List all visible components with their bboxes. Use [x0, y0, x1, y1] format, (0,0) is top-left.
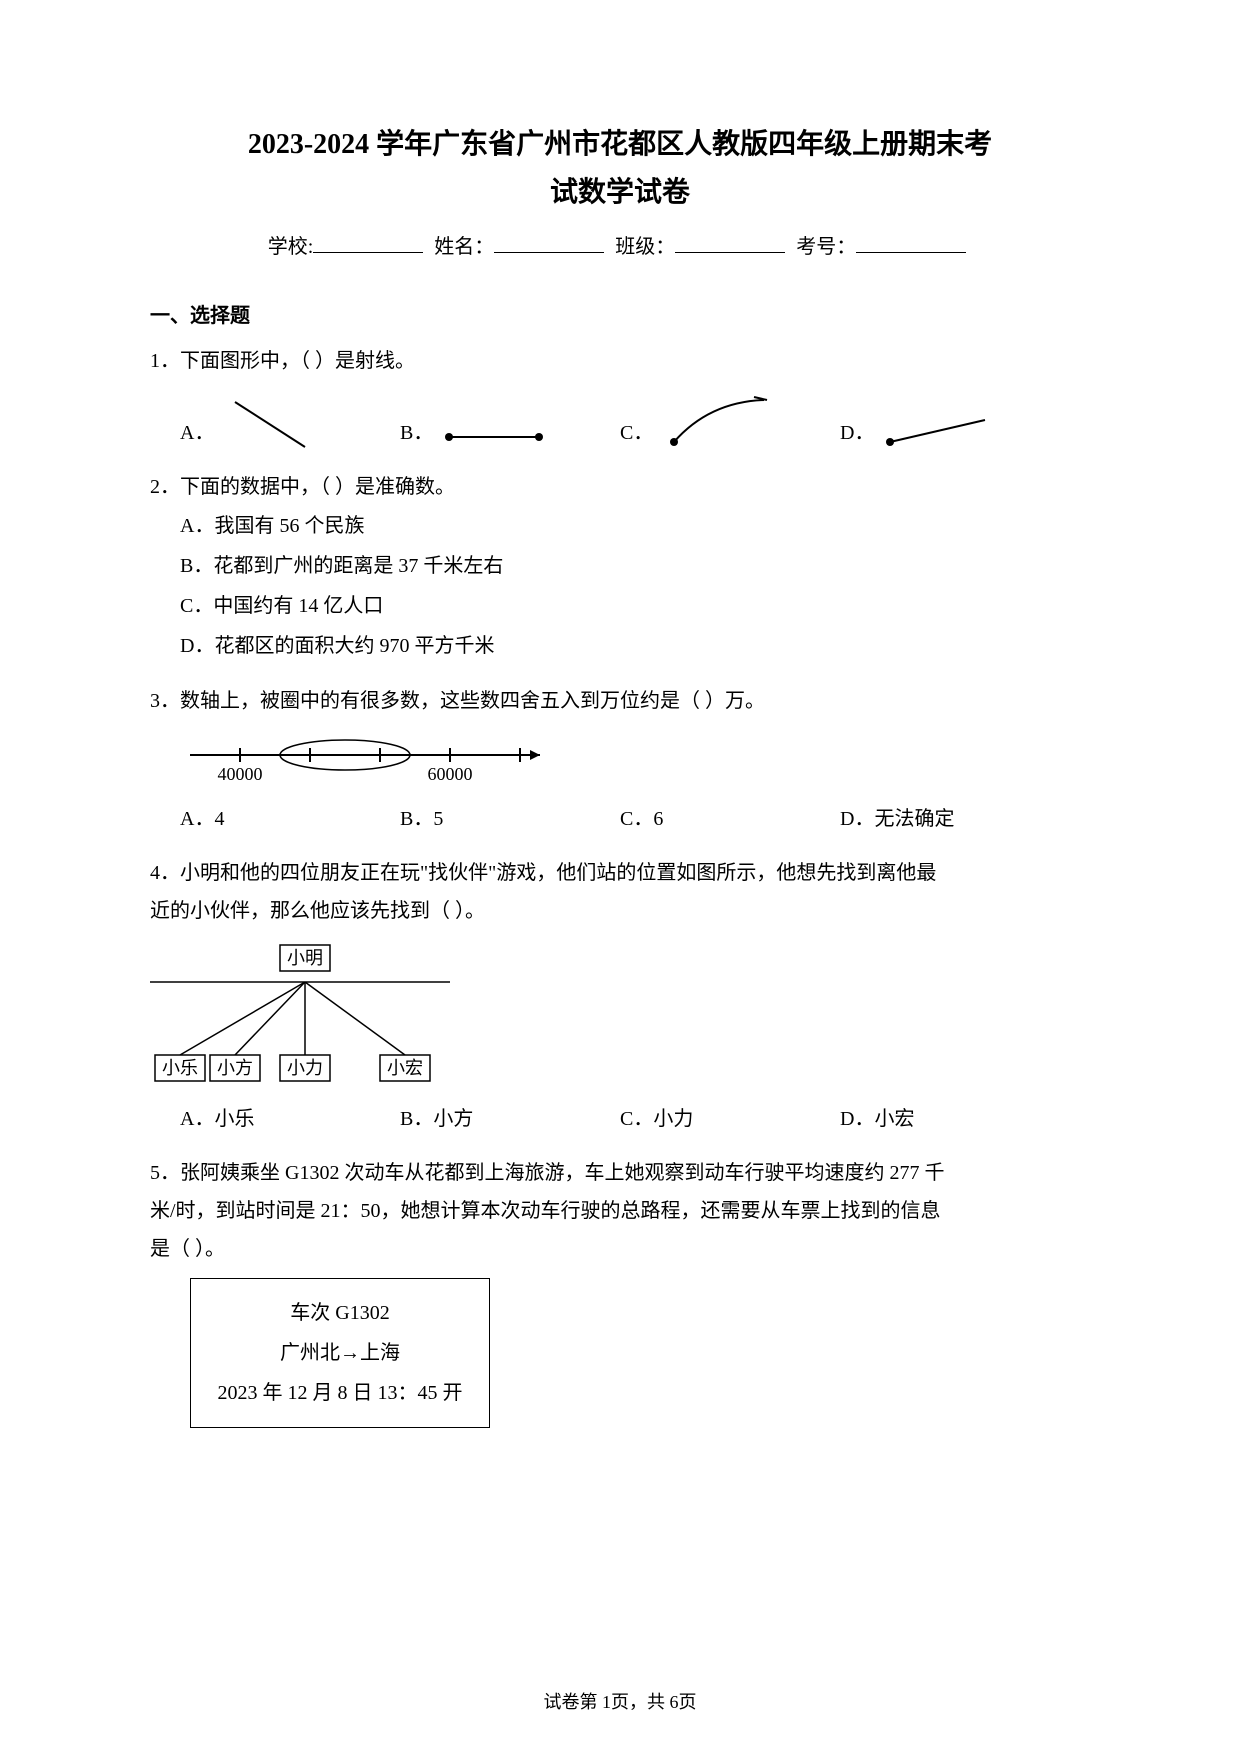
q1-figure-C — [659, 392, 779, 452]
q4-option-A[interactable]: A．小乐 — [180, 1100, 400, 1138]
q1-label-C: C． — [620, 414, 653, 452]
examno-label: 考号： — [796, 236, 856, 258]
question-3: 3．数轴上，被圈中的有很多数，这些数四舍五入到万位约是（ ）万。 40000 6… — [150, 682, 1090, 838]
svg-text:小乐: 小乐 — [162, 1058, 198, 1078]
ticket-depart: 2023 年 12 月 8 日 13：45 开 — [201, 1373, 479, 1413]
class-label: 班级： — [615, 236, 675, 258]
q4-option-C[interactable]: C．小力 — [620, 1100, 840, 1138]
q1-figure-D — [880, 412, 1000, 452]
q1-option-C[interactable]: C． — [620, 392, 840, 452]
q3-option-B[interactable]: B．5 — [400, 800, 620, 838]
q2-option-C[interactable]: C．中国约有 14 亿人口 — [180, 586, 1090, 626]
question-1: 1．下面图形中，（ ）是射线。 A． B． C． D． — [150, 342, 1090, 452]
q3-stem: 3．数轴上，被圈中的有很多数，这些数四舍五入到万位约是（ ）万。 — [150, 682, 1090, 720]
q4-options: A．小乐 B．小方 C．小力 D．小宏 — [180, 1100, 1090, 1138]
q1-figure-B — [439, 422, 559, 452]
question-2: 2．下面的数据中，（ ）是准确数。 A．我国有 56 个民族 B．花都到广州的距… — [150, 468, 1090, 666]
q5-stem-3: 是（ ）。 — [150, 1230, 1090, 1268]
examno-blank[interactable] — [856, 252, 966, 253]
exam-title-line1: 2023-2024 学年广东省广州市花都区人教版四年级上册期末考 — [150, 120, 1090, 170]
q3-right-tick: 60000 — [428, 764, 473, 784]
q3-option-C[interactable]: C．6 — [620, 800, 840, 838]
q3-left-tick: 40000 — [218, 764, 263, 784]
q2-options: A．我国有 56 个民族 B．花都到广州的距离是 37 千米左右 C．中国约有 … — [180, 506, 1090, 666]
q3-option-D[interactable]: D．无法确定 — [840, 800, 1060, 838]
q1-option-D[interactable]: D． — [840, 412, 1060, 452]
q4-stem-2: 近的小伙伴，那么他应该先找到（ ）。 — [150, 892, 1090, 930]
q3-option-A[interactable]: A．4 — [180, 800, 400, 838]
svg-text:小明: 小明 — [287, 948, 323, 968]
q2-option-B[interactable]: B．花都到广州的距离是 37 千米左右 — [180, 546, 1090, 586]
student-info-line: 学校: 姓名： 班级： 考号： — [150, 230, 1090, 259]
q3-options: A．4 B．5 C．6 D．无法确定 — [180, 800, 1090, 838]
q4-option-B[interactable]: B．小方 — [400, 1100, 620, 1138]
school-blank[interactable] — [313, 252, 423, 253]
page-footer: 试卷第 1页，共 6页 — [0, 1688, 1240, 1714]
q1-label-D: D． — [840, 414, 874, 452]
q1-option-B[interactable]: B． — [400, 414, 620, 452]
svg-text:小力: 小力 — [287, 1058, 323, 1078]
class-blank[interactable] — [675, 252, 785, 253]
name-label: 姓名： — [434, 236, 494, 258]
section-heading-1: 一、选择题 — [150, 299, 1090, 328]
q5-stem-2: 米/时，到站时间是 21：50，她想计算本次动车行驶的总路程，还需要从车票上找到… — [150, 1192, 1090, 1230]
ticket-route: 广州北→上海 — [201, 1333, 479, 1373]
question-5: 5．张阿姨乘坐 G1302 次动车从花都到上海旅游，车上她观察到动车行驶平均速度… — [150, 1154, 1090, 1428]
q1-options: A． B． C． D． — [180, 392, 1090, 452]
q4-diagram: 小明 小乐 小方 小力 小宏 — [150, 940, 1090, 1090]
q2-stem: 2．下面的数据中，（ ）是准确数。 — [150, 468, 1090, 506]
q2-option-A[interactable]: A．我国有 56 个民族 — [180, 506, 1090, 546]
school-label: 学校: — [268, 236, 314, 258]
q4-stem-1: 4．小明和他的四位朋友正在玩"找伙伴"游戏，他们站的位置如图所示，他想先找到离他… — [150, 854, 1090, 892]
name-blank[interactable] — [494, 252, 604, 253]
q5-ticket: 车次 G1302 广州北→上海 2023 年 12 月 8 日 13：45 开 — [190, 1278, 490, 1428]
q3-numberline: 40000 60000 — [180, 730, 1090, 790]
q5-stem-1: 5．张阿姨乘坐 G1302 次动车从花都到上海旅游，车上她观察到动车行驶平均速度… — [150, 1154, 1090, 1192]
svg-text:小宏: 小宏 — [387, 1058, 423, 1078]
q1-label-A: A． — [180, 414, 214, 452]
q1-stem: 1．下面图形中，（ ）是射线。 — [150, 342, 1090, 380]
question-4: 4．小明和他的四位朋友正在玩"找伙伴"游戏，他们站的位置如图所示，他想先找到离他… — [150, 854, 1090, 1138]
q1-option-A[interactable]: A． — [180, 392, 400, 452]
q1-figure-A — [220, 392, 320, 452]
q4-option-D[interactable]: D．小宏 — [840, 1100, 1060, 1138]
q2-option-D[interactable]: D．花都区的面积大约 970 平方千米 — [180, 626, 1090, 666]
exam-title-line2: 试数学试卷 — [150, 170, 1090, 210]
q1-label-B: B． — [400, 414, 433, 452]
svg-text:小方: 小方 — [217, 1058, 253, 1078]
ticket-train: 车次 G1302 — [201, 1293, 479, 1333]
